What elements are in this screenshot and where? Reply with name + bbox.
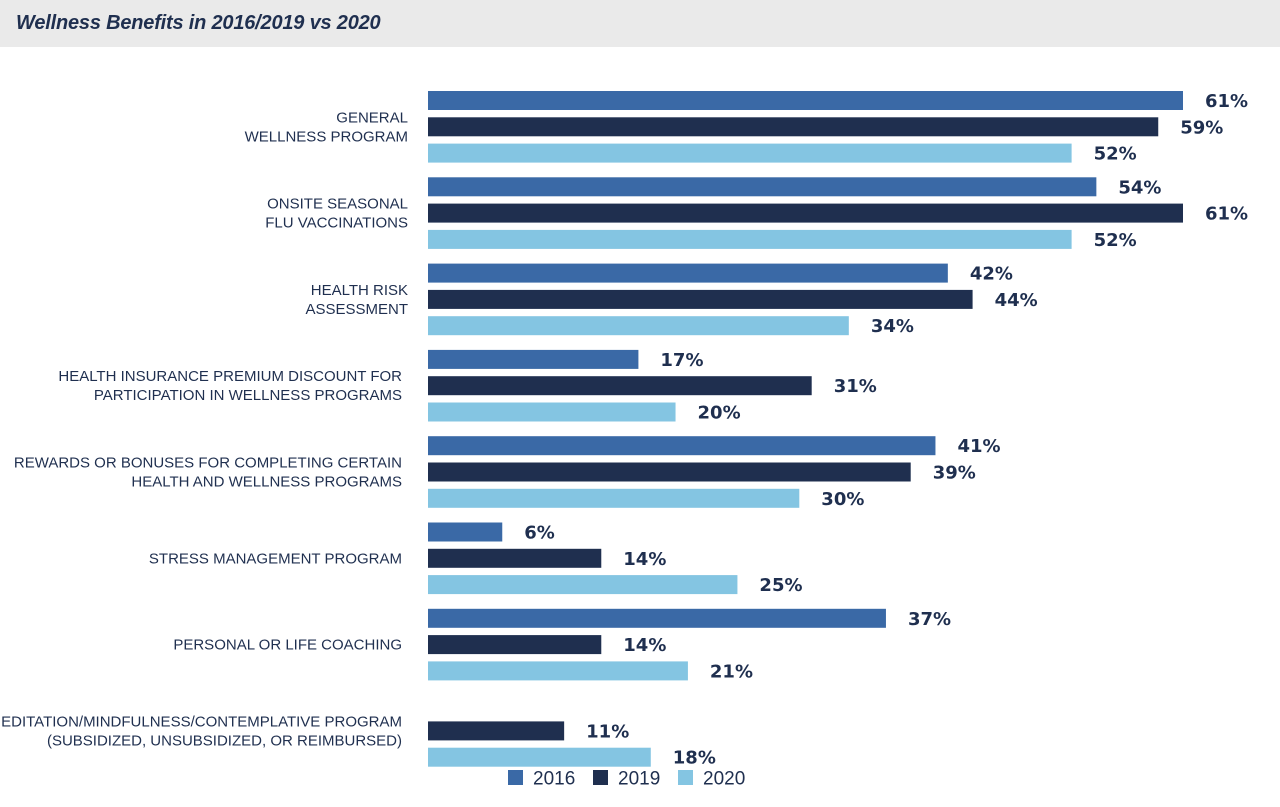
- value-label: 61%: [1205, 91, 1248, 112]
- bar-2016: [428, 91, 1183, 110]
- value-label: 39%: [933, 463, 976, 484]
- bar-2019: [428, 117, 1159, 137]
- bar-2019: [428, 721, 565, 741]
- category-label: HEALTH INSURANCE PREMIUM DISCOUNT FOR: [58, 368, 402, 385]
- category-label: WELLNESS PROGRAM: [245, 128, 408, 145]
- category-label: HEALTH AND WELLNESS PROGRAMS: [131, 474, 402, 491]
- chart-title: Wellness Benefits in 2016/2019 vs 2020: [16, 12, 381, 34]
- legend-label-2016: 2016: [533, 769, 575, 790]
- category-label: REWARDS OR BONUSES FOR COMPLETING CERTAI…: [14, 455, 402, 472]
- bar-2020: [428, 316, 849, 336]
- bar-2020: [428, 661, 688, 681]
- category-label: MEDITATION/MINDFULNESS/CONTEMPLATIVE PRO…: [0, 713, 402, 730]
- value-label: 11%: [586, 721, 629, 742]
- category-label: ONSITE SEASONAL: [267, 196, 408, 213]
- bar-2020: [428, 575, 738, 595]
- legend-swatch-2019: [593, 770, 608, 785]
- legend: 2016 2019 2020: [508, 769, 745, 790]
- bar-2019: [428, 203, 1183, 223]
- legend-label-2020: 2020: [703, 769, 745, 790]
- value-labels: 61% 59% 52% 54% 61% 52% 42% 44% 34% 17% 31% 20% 41% 3…: [524, 91, 1248, 769]
- bar-2019: [428, 635, 602, 655]
- bar-2020: [428, 229, 1072, 249]
- bar-2016: [428, 177, 1097, 197]
- value-label: 52%: [1094, 230, 1137, 251]
- value-label: 44%: [995, 290, 1038, 311]
- legend-swatch-2020: [678, 770, 693, 785]
- value-label: 17%: [660, 350, 703, 371]
- bar-2019: [428, 376, 812, 396]
- value-label: 42%: [970, 264, 1013, 285]
- category-label: (SUBSIDIZED, UNSUBSIDIZED, OR REIMBURSED…: [47, 732, 402, 749]
- value-label: 52%: [1094, 144, 1137, 165]
- bar-2016: [428, 436, 936, 456]
- category-label: STRESS MANAGEMENT PROGRAM: [149, 550, 402, 567]
- bar-2016: [428, 608, 886, 628]
- value-label: 34%: [871, 316, 914, 337]
- bar-2020: [428, 747, 651, 767]
- category-label: ASSESSMENT: [305, 301, 408, 318]
- bar-2019: [428, 548, 602, 568]
- value-label: 14%: [623, 549, 666, 570]
- category-label: FLU VACCINATIONS: [265, 215, 408, 232]
- bar-2020: [428, 402, 676, 422]
- value-label: 37%: [908, 609, 951, 630]
- category-labels: GENERAL WELLNESS PROGRAM ONSITE SEASONAL FL…: [0, 109, 408, 749]
- legend-swatch-2016: [508, 770, 523, 785]
- bar-2019: [428, 289, 973, 309]
- value-label: 54%: [1118, 177, 1161, 198]
- bar-2016: [428, 263, 948, 283]
- value-label: 30%: [821, 489, 864, 510]
- value-label: 31%: [834, 376, 877, 397]
- value-label: 6%: [524, 523, 555, 544]
- legend-label-2019: 2019: [618, 769, 660, 790]
- category-label: GENERAL: [336, 109, 408, 126]
- bars: [428, 91, 1183, 767]
- value-label: 61%: [1205, 204, 1248, 225]
- bar-2020: [428, 143, 1072, 163]
- value-label: 25%: [759, 575, 802, 596]
- bar-2020: [428, 488, 800, 508]
- category-label: PARTICIPATION IN WELLNESS PROGRAMS: [94, 387, 402, 404]
- bar-2016: [428, 349, 639, 369]
- value-label: 41%: [957, 436, 1000, 457]
- value-label: 20%: [698, 403, 741, 424]
- title-bar: Wellness Benefits in 2016/2019 vs 2020: [0, 0, 1280, 47]
- bar-2019: [428, 462, 911, 482]
- value-label: 14%: [623, 635, 666, 656]
- value-label: 21%: [710, 661, 753, 682]
- bar-2016: [428, 522, 503, 542]
- value-label: 18%: [673, 748, 716, 769]
- category-label: HEALTH RISK: [311, 282, 408, 299]
- category-label: PERSONAL OR LIFE COACHING: [173, 637, 402, 654]
- value-label: 59%: [1180, 117, 1223, 138]
